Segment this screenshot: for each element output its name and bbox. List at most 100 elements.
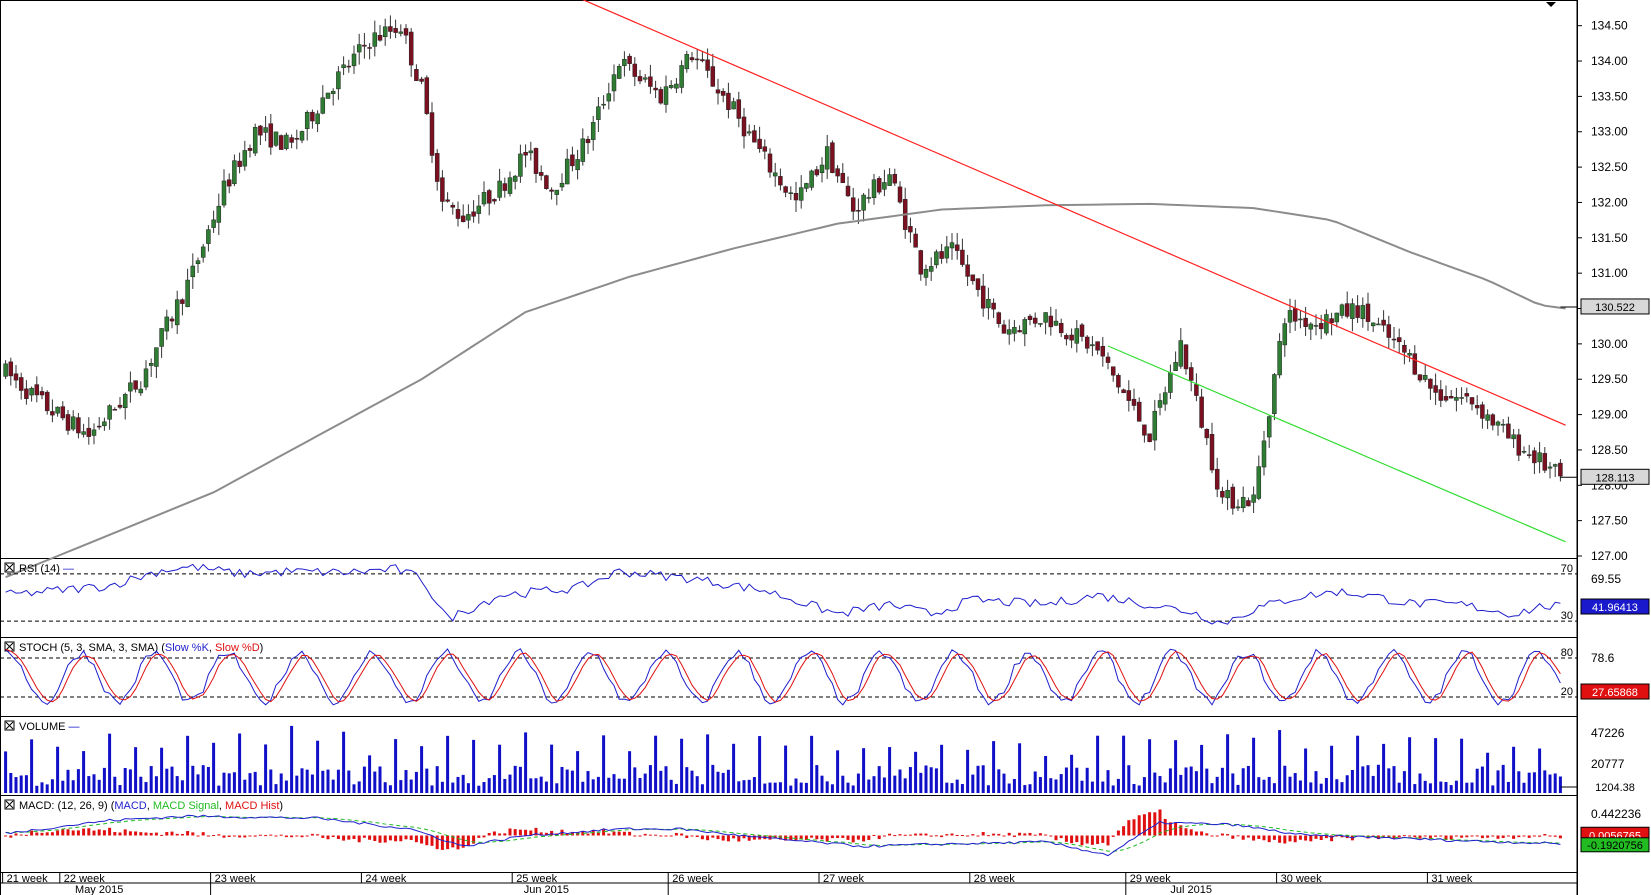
- candle-body: [268, 123, 274, 148]
- volume-bar: [1007, 783, 1011, 793]
- volume-bar: [1090, 781, 1094, 793]
- volume-bar: [503, 778, 507, 793]
- candle-body: [70, 416, 76, 430]
- volume-bar: [295, 775, 299, 793]
- macd-hist-bar: [1428, 835, 1432, 839]
- candle-body: [1480, 404, 1485, 419]
- macd-panel-title-part: MACD Hist: [225, 800, 279, 812]
- macd-hist-bar: [836, 835, 840, 838]
- candle-body: [960, 249, 965, 265]
- candle-body: [148, 363, 154, 366]
- rsi-panel-close-x: [5, 563, 14, 572]
- candle-body: [986, 299, 991, 309]
- volume-bar: [1246, 765, 1250, 793]
- candle-body: [1500, 423, 1506, 426]
- macd-hist-bar: [1070, 835, 1074, 844]
- candle-body: [632, 63, 638, 77]
- volume-bar: [1298, 780, 1302, 793]
- volume-bar: [113, 776, 117, 793]
- volume-bar: [960, 784, 964, 793]
- macd-hist-bar: [56, 830, 60, 836]
- macd-hist-bar: [534, 827, 538, 836]
- candle-body: [991, 302, 996, 310]
- candle-body: [564, 158, 570, 185]
- volume-bar: [893, 775, 897, 793]
- candle-body: [1032, 317, 1038, 324]
- candle-body: [996, 312, 1002, 324]
- macd-hist-bar: [206, 835, 210, 837]
- stoch-level-label: 20: [1561, 686, 1573, 698]
- candle-body: [1448, 396, 1454, 399]
- macd-hist-bar: [986, 835, 990, 837]
- week-label: 27 week: [823, 873, 864, 885]
- month-label: Jul 2015: [1170, 884, 1212, 895]
- macd-hist-bar: [305, 835, 309, 837]
- volume-bar: [1038, 777, 1042, 793]
- volume-bar: [128, 769, 132, 793]
- candle-body: [65, 414, 71, 431]
- macd-hist-bar: [451, 835, 455, 848]
- candle-body: [1526, 454, 1532, 456]
- volume-bar: [882, 777, 886, 793]
- macd-hist-bar: [430, 835, 434, 846]
- candle-body: [798, 187, 804, 201]
- volume-bar: [612, 774, 616, 793]
- candle-body: [1256, 466, 1262, 499]
- volume-bar: [461, 774, 465, 793]
- candle-body: [908, 226, 913, 233]
- macd-hist-bar: [721, 835, 725, 841]
- candle-body: [362, 44, 367, 47]
- macd-hist-bar: [841, 835, 845, 838]
- candle-body: [949, 242, 955, 249]
- volume-bar: [716, 771, 720, 793]
- candle-body: [1376, 323, 1381, 326]
- volume-bar: [1257, 777, 1261, 793]
- candle-body: [507, 177, 513, 194]
- macd-hist-bar: [180, 834, 184, 836]
- macd-hist-bar: [102, 830, 106, 836]
- candle-body: [939, 251, 944, 259]
- macd-hist-bar: [368, 835, 372, 840]
- volume-bar: [300, 768, 304, 793]
- volume-bar: [1220, 767, 1224, 793]
- candle-body: [356, 44, 362, 53]
- volume-bar: [1413, 784, 1417, 793]
- macd-hist-bar: [1543, 833, 1547, 836]
- candle-body: [91, 429, 97, 436]
- macd-hist-bar: [201, 832, 205, 836]
- macd-hist-bar: [1122, 826, 1126, 836]
- macd-hist-bar: [518, 829, 522, 836]
- volume-bar: [643, 773, 647, 793]
- volume-bar: [1142, 777, 1146, 793]
- candle-body: [185, 279, 190, 308]
- volume-bar: [1444, 781, 1448, 793]
- volume-bar: [1309, 782, 1313, 793]
- volume-bar: [331, 779, 335, 793]
- macd-hist-bar: [123, 829, 127, 836]
- macd-hist-bar: [128, 831, 132, 836]
- macd-hist-bar: [238, 835, 242, 838]
- candle-body: [24, 388, 29, 399]
- candle-body: [1355, 305, 1360, 318]
- macd-hist-bar: [1527, 835, 1531, 838]
- macd-hist-bar: [997, 833, 1001, 836]
- macd-hist-bar: [732, 835, 736, 839]
- macd-hist-bar: [269, 834, 273, 836]
- macd-hist-bar: [1293, 835, 1297, 843]
- volume-bar: [1543, 770, 1547, 793]
- macd-hist-bar: [539, 832, 543, 836]
- volume-bar: [1184, 767, 1188, 793]
- macd-hist-bar: [1314, 835, 1318, 839]
- macd-hist-bar: [1200, 831, 1204, 836]
- macd-hist-bar: [1371, 835, 1375, 837]
- candle-body: [1017, 330, 1022, 333]
- macd-hist-bar: [1408, 835, 1412, 837]
- volume-bar: [274, 784, 278, 793]
- volume-bar: [576, 751, 580, 793]
- volume-bar: [602, 735, 606, 793]
- macd-hist-bar: [1283, 835, 1287, 844]
- candle-body: [1194, 384, 1199, 396]
- volume-bar: [1465, 782, 1469, 793]
- macd-hist-bar: [45, 832, 49, 836]
